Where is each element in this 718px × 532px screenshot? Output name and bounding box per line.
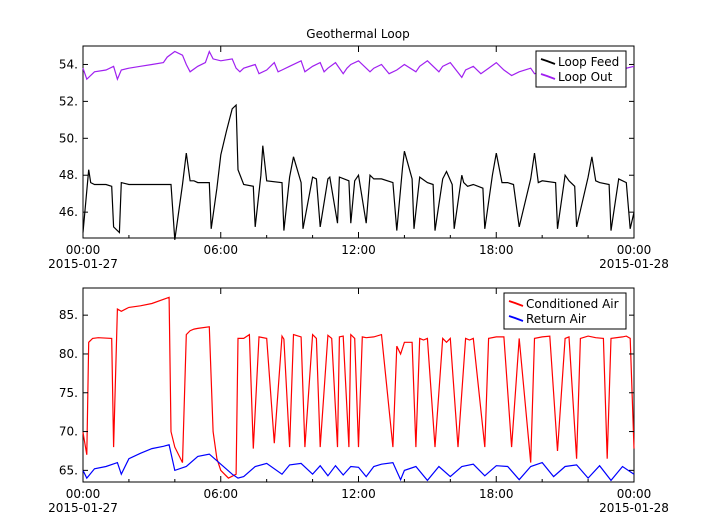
y-tick-label: 85. [59, 308, 78, 322]
x-tick-label: 00:00 [617, 243, 652, 257]
legend-label: Conditioned Air [526, 297, 619, 311]
series-layer [82, 49, 635, 240]
legend-swatch [540, 58, 556, 65]
chart-title: Geothermal Loop [306, 27, 409, 41]
x-date-label: 2015-01-28 [599, 501, 669, 515]
series-line-conditioned-air [82, 296, 635, 479]
top-chart-panel: Geothermal Loop 46.48.50.52.54.00:002015… [48, 27, 669, 271]
y-tick-label: 70. [59, 425, 78, 439]
legend-box [503, 292, 627, 330]
y-tick-label: 54. [59, 57, 78, 71]
x-tick-label: 12:00 [341, 487, 376, 501]
x-tick-label: 18:00 [479, 243, 514, 257]
y-tick-label: 52. [59, 94, 78, 108]
legend-swatch [508, 300, 524, 307]
x-date-label: 2015-01-27 [48, 257, 118, 271]
x-tick-label: 00:00 [66, 243, 101, 257]
y-tick-label: 65. [59, 463, 78, 477]
x-tick-label: 00:00 [66, 487, 101, 501]
legend-swatch [508, 315, 524, 322]
x-tick-label: 12:00 [341, 243, 376, 257]
x-tick-label: 00:00 [617, 487, 652, 501]
y-tick-label: 46. [59, 205, 78, 219]
y-tick-label: 50. [59, 131, 78, 145]
legend-swatch [540, 73, 556, 80]
x-tick-label: 06:00 [203, 487, 238, 501]
series-line-return-air [82, 444, 635, 482]
series-line-loop-out [82, 49, 635, 81]
series-line-loop-feed [82, 103, 635, 240]
y-tick-label: 48. [59, 168, 78, 182]
legend-label: Loop Out [558, 70, 613, 84]
x-date-label: 2015-01-28 [599, 257, 669, 271]
x-tick-label: 18:00 [479, 487, 514, 501]
legend-label: Return Air [526, 312, 586, 326]
y-tick-label: 75. [59, 386, 78, 400]
x-date-label: 2015-01-27 [48, 501, 118, 515]
legend-box [535, 50, 627, 88]
legend-label: Loop Feed [558, 55, 619, 69]
y-tick-label: 80. [59, 347, 78, 361]
series-layer [82, 296, 635, 482]
x-tick-label: 06:00 [203, 243, 238, 257]
